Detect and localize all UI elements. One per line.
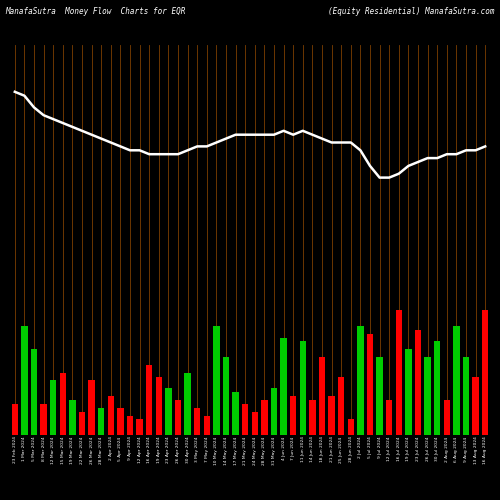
Bar bbox=[348, 420, 354, 435]
Bar bbox=[328, 396, 334, 435]
Bar bbox=[156, 376, 162, 435]
Bar bbox=[338, 376, 344, 435]
Bar bbox=[50, 380, 56, 435]
Bar bbox=[146, 365, 152, 435]
Text: ManafaSutra  Money Flow  Charts for EQR: ManafaSutra Money Flow Charts for EQR bbox=[5, 8, 186, 16]
Bar bbox=[40, 404, 46, 435]
Bar bbox=[482, 310, 488, 435]
Bar bbox=[242, 404, 248, 435]
Bar bbox=[175, 400, 181, 435]
Bar bbox=[22, 326, 28, 435]
Bar bbox=[252, 412, 258, 435]
Bar bbox=[31, 349, 37, 435]
Bar bbox=[136, 420, 142, 435]
Bar bbox=[280, 338, 286, 435]
Bar bbox=[454, 326, 460, 435]
Bar bbox=[184, 372, 190, 435]
Bar bbox=[118, 408, 124, 435]
Bar bbox=[396, 310, 402, 435]
Bar bbox=[70, 400, 75, 435]
Bar bbox=[166, 388, 172, 435]
Bar bbox=[434, 342, 440, 435]
Bar bbox=[223, 357, 229, 435]
Bar bbox=[127, 416, 133, 435]
Bar bbox=[271, 388, 277, 435]
Bar bbox=[204, 416, 210, 435]
Bar bbox=[415, 330, 421, 435]
Bar bbox=[376, 357, 382, 435]
Text: (Equity Residential) ManafaSutra.com: (Equity Residential) ManafaSutra.com bbox=[328, 8, 495, 16]
Bar bbox=[60, 372, 66, 435]
Bar bbox=[472, 376, 478, 435]
Bar bbox=[310, 400, 316, 435]
Bar bbox=[386, 400, 392, 435]
Bar bbox=[367, 334, 373, 435]
Bar bbox=[406, 349, 411, 435]
Bar bbox=[290, 396, 296, 435]
Bar bbox=[463, 357, 469, 435]
Bar bbox=[300, 342, 306, 435]
Bar bbox=[108, 396, 114, 435]
Bar bbox=[79, 412, 85, 435]
Bar bbox=[262, 400, 268, 435]
Bar bbox=[12, 404, 18, 435]
Bar bbox=[98, 408, 104, 435]
Bar bbox=[88, 380, 94, 435]
Bar bbox=[319, 357, 325, 435]
Bar bbox=[424, 357, 430, 435]
Bar bbox=[444, 400, 450, 435]
Bar bbox=[194, 408, 200, 435]
Bar bbox=[214, 326, 220, 435]
Bar bbox=[232, 392, 238, 435]
Bar bbox=[358, 326, 364, 435]
